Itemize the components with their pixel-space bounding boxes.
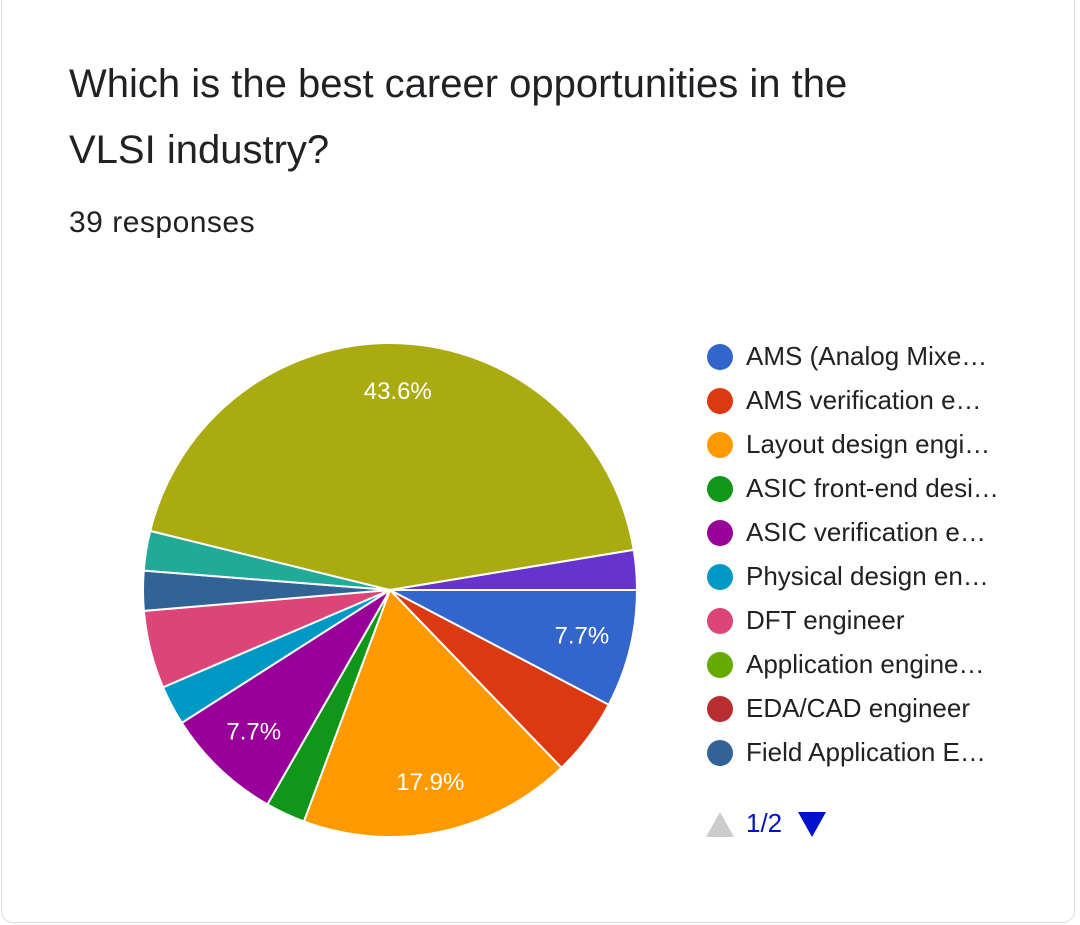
legend-swatch bbox=[707, 344, 733, 370]
pie-slice bbox=[148, 342, 635, 592]
legend-label: Layout design engi… bbox=[746, 429, 990, 459]
legend-swatch bbox=[707, 608, 733, 634]
legend-swatch bbox=[707, 696, 733, 722]
pager-label: 1/2 bbox=[746, 808, 782, 838]
response-count: 39 responses bbox=[69, 206, 256, 239]
pie-slice bbox=[180, 589, 391, 806]
slice-label: 17.9% bbox=[396, 769, 464, 796]
legend-swatch bbox=[707, 476, 733, 502]
legend-swatch bbox=[707, 740, 733, 766]
slice-label: 43.6% bbox=[364, 378, 432, 405]
legend-label: ASIC front-end desi… bbox=[746, 473, 999, 503]
pager-up[interactable] bbox=[706, 812, 734, 837]
legend-label: Physical design en… bbox=[746, 561, 989, 591]
legend-swatch bbox=[707, 388, 733, 414]
legend-label: Field Application E… bbox=[746, 737, 986, 767]
legend-label: EDA/CAD engineer bbox=[746, 693, 970, 723]
pager-down[interactable] bbox=[798, 812, 826, 837]
title: Which is the best career opportunities i… bbox=[69, 62, 848, 172]
legend-label: Application engine… bbox=[746, 649, 985, 679]
legend-swatch bbox=[707, 520, 733, 546]
slice-label: 7.7% bbox=[555, 623, 610, 650]
pie-slice bbox=[389, 589, 639, 707]
legend-label: AMS (Analog Mixe… bbox=[746, 341, 987, 371]
pie-slice bbox=[302, 588, 563, 838]
legend-label: DFT engineer bbox=[746, 605, 905, 635]
pie-slice bbox=[389, 548, 639, 591]
legend-swatch bbox=[707, 652, 733, 678]
legend-label: AMS verification e… bbox=[746, 385, 982, 415]
legend-swatch bbox=[707, 432, 733, 458]
legend-label: ASIC verification e… bbox=[746, 517, 986, 547]
legend-swatch bbox=[707, 564, 733, 590]
slice-label: 7.7% bbox=[226, 718, 281, 745]
